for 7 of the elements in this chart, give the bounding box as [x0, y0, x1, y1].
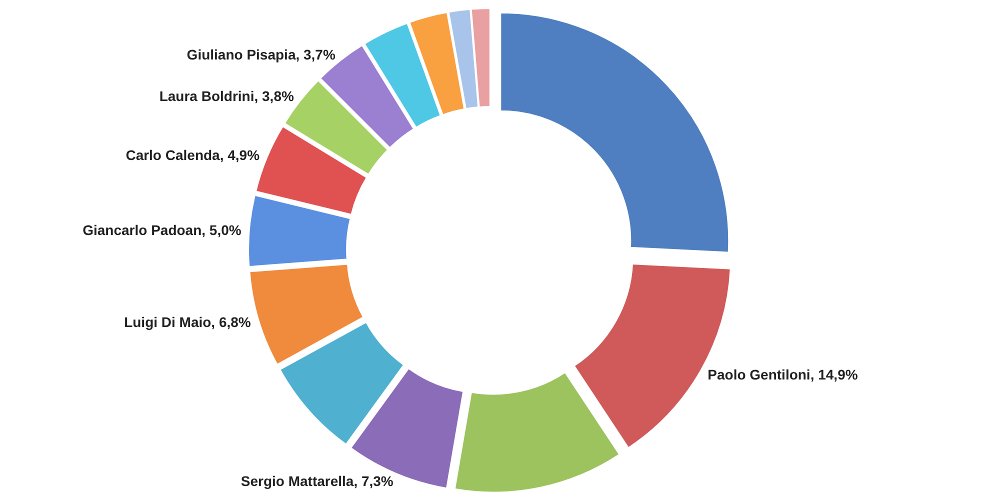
slice-label: Sergio Mattarella, 7,3% [240, 472, 394, 489]
slice-label: Luigi Di Maio, 6,8% [124, 314, 252, 330]
slice-label: Giuliano Pisapia, 3,7% [186, 46, 336, 62]
slice-label: Paolo Gentiloni, 14,9% [708, 366, 858, 382]
slice-label: Laura Boldrini, 3,8% [159, 88, 294, 104]
slice-label: Carlo Calenda, 4,9% [126, 146, 260, 163]
slice-label: Giancarlo Padoan, 5,0% [82, 222, 242, 238]
